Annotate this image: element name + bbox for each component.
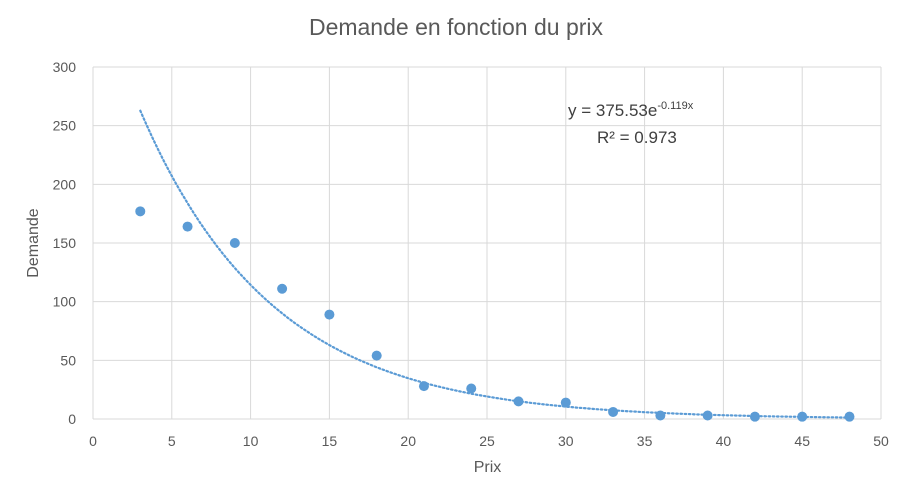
- y-tick-label: 200: [53, 176, 77, 192]
- x-tick-label: 40: [716, 433, 732, 449]
- y-tick-label: 150: [53, 235, 77, 251]
- equation-prefix: y = 375.53e: [568, 101, 658, 120]
- data-point: [466, 383, 477, 394]
- data-point: [844, 411, 855, 422]
- chart-title: Demande en fonction du prix: [308, 14, 604, 40]
- x-tick-label: 20: [400, 433, 416, 449]
- data-point: [560, 397, 571, 408]
- tick-labels: 0 50 100 150 200 250 300 0 5 10 15 20 25 30 35 40 45 50: [53, 59, 889, 449]
- data-point: [135, 206, 146, 217]
- x-tick-label: 10: [243, 433, 259, 449]
- x-tick-label: 0: [89, 433, 97, 449]
- x-tick-label: 5: [168, 433, 176, 449]
- y-tick-label: 300: [53, 59, 77, 75]
- x-tick-label: 45: [794, 433, 810, 449]
- data-point: [229, 238, 240, 248]
- x-tick-label: 50: [873, 433, 889, 449]
- data-point: [277, 283, 288, 294]
- gridlines: [92, 66, 882, 420]
- y-tick-label: 250: [53, 118, 77, 134]
- trendline-layer: [139, 109, 851, 419]
- data-point: [182, 221, 193, 232]
- data-point: [371, 350, 382, 361]
- x-tick-label: 30: [558, 433, 574, 449]
- equation-exponent: -0.119x: [657, 100, 694, 112]
- data-point: [324, 309, 335, 320]
- x-axis-title: Prix: [473, 459, 502, 476]
- data-point: [418, 381, 429, 392]
- points-layer: [135, 206, 855, 422]
- x-tick-label: 25: [479, 433, 495, 449]
- y-tick-label: 0: [68, 411, 76, 427]
- r-squared-label: R² = 0.973: [597, 128, 677, 147]
- x-tick-label: 15: [322, 433, 338, 449]
- trendline: [139, 109, 851, 419]
- data-point: [702, 410, 713, 421]
- y-tick-label: 50: [60, 352, 76, 368]
- y-tick-label: 100: [53, 294, 77, 310]
- data-point: [749, 411, 760, 422]
- trendline-equation: y = 375.53e-0.119x: [568, 100, 693, 121]
- data-point: [797, 411, 808, 422]
- data-point: [513, 396, 524, 407]
- data-point: [608, 406, 619, 417]
- y-axis-title: Demande: [25, 208, 42, 278]
- data-point: [655, 410, 666, 421]
- x-tick-label: 35: [637, 433, 653, 449]
